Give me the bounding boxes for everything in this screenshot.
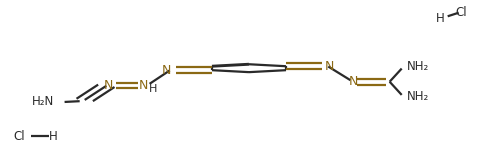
Text: H₂N: H₂N bbox=[32, 95, 54, 108]
Text: H: H bbox=[48, 130, 57, 143]
Text: Cl: Cl bbox=[455, 6, 467, 19]
Text: N: N bbox=[162, 64, 172, 77]
Text: N: N bbox=[104, 79, 113, 92]
Text: N: N bbox=[325, 60, 334, 73]
Text: H: H bbox=[148, 84, 157, 94]
Text: H: H bbox=[436, 12, 445, 25]
Text: NH₂: NH₂ bbox=[407, 60, 429, 73]
Text: Cl: Cl bbox=[13, 130, 25, 143]
Text: N: N bbox=[349, 75, 359, 88]
Text: NH₂: NH₂ bbox=[407, 90, 429, 103]
Text: N: N bbox=[139, 79, 148, 92]
